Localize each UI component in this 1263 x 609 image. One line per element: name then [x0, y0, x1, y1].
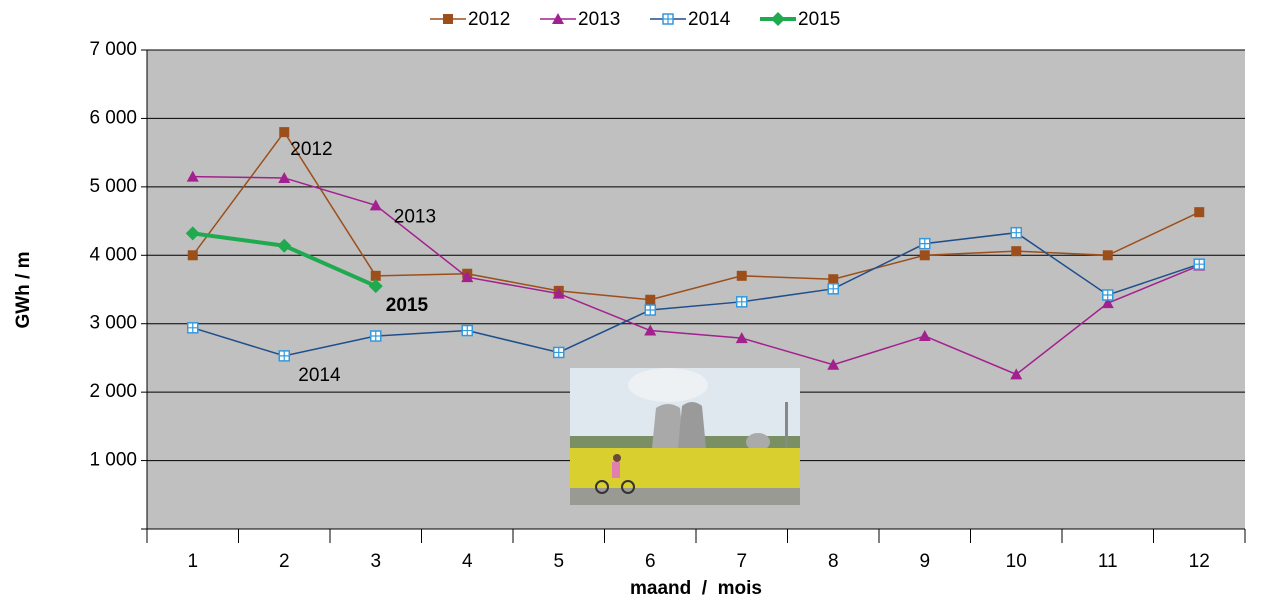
y-axis-title: GWh / m	[13, 251, 34, 328]
marker	[920, 250, 930, 260]
x-tick-label: 2	[279, 551, 290, 572]
legend-label: 2014	[688, 9, 731, 30]
x-tick-label: 9	[919, 551, 930, 572]
x-tick-label: 7	[736, 551, 747, 572]
marker	[1194, 207, 1204, 217]
marker	[279, 127, 289, 137]
marker	[462, 326, 472, 336]
marker	[188, 250, 198, 260]
x-tick-label: 5	[553, 551, 564, 572]
annotation: 2014	[298, 365, 341, 386]
marker	[279, 351, 289, 361]
x-tick-label: 6	[645, 551, 656, 572]
x-tick-label: 12	[1189, 551, 1210, 572]
marker	[1011, 246, 1021, 256]
marker	[828, 274, 838, 284]
legend-label: 2015	[798, 9, 840, 30]
marker	[1011, 228, 1021, 238]
marker	[645, 295, 655, 305]
marker	[737, 271, 747, 281]
marker	[554, 347, 564, 357]
y-tick-label: 1 000	[89, 450, 137, 471]
annotation: 2013	[394, 206, 436, 227]
marker	[828, 284, 838, 294]
marker	[1194, 259, 1204, 269]
y-tick-label: 2 000	[89, 381, 137, 402]
y-tick-label: 4 000	[89, 244, 137, 265]
marker	[737, 297, 747, 307]
marker	[1103, 250, 1113, 260]
marker	[443, 14, 453, 24]
x-axis-title: maand / mois	[630, 578, 762, 599]
marker	[645, 305, 655, 315]
x-tick-label: 3	[370, 551, 381, 572]
y-tick-label: 7 000	[89, 39, 137, 60]
chart: GWh / m maand / mois 1 000 2 000 3 000 4 00…	[0, 0, 1263, 604]
marker	[371, 331, 381, 341]
photo	[570, 368, 800, 505]
x-tick-label: 1	[187, 551, 198, 572]
annotation: 2015	[386, 295, 429, 316]
legend-label: 2012	[468, 9, 510, 30]
y-tick-label: 3 000	[89, 313, 137, 334]
marker	[188, 323, 198, 333]
marker	[771, 12, 785, 26]
y-tick-label: 5 000	[89, 176, 137, 197]
x-tick-label: 4	[462, 551, 473, 572]
x-tick-label: 10	[1006, 551, 1027, 572]
legend-label: 2013	[578, 9, 620, 30]
x-tick-label: 11	[1098, 551, 1118, 572]
marker	[663, 14, 673, 24]
y-tick-label: 6 000	[89, 107, 137, 128]
x-tick-label: 8	[828, 551, 839, 572]
marker	[1103, 290, 1113, 300]
marker	[920, 239, 930, 249]
annotation: 2012	[290, 139, 332, 160]
